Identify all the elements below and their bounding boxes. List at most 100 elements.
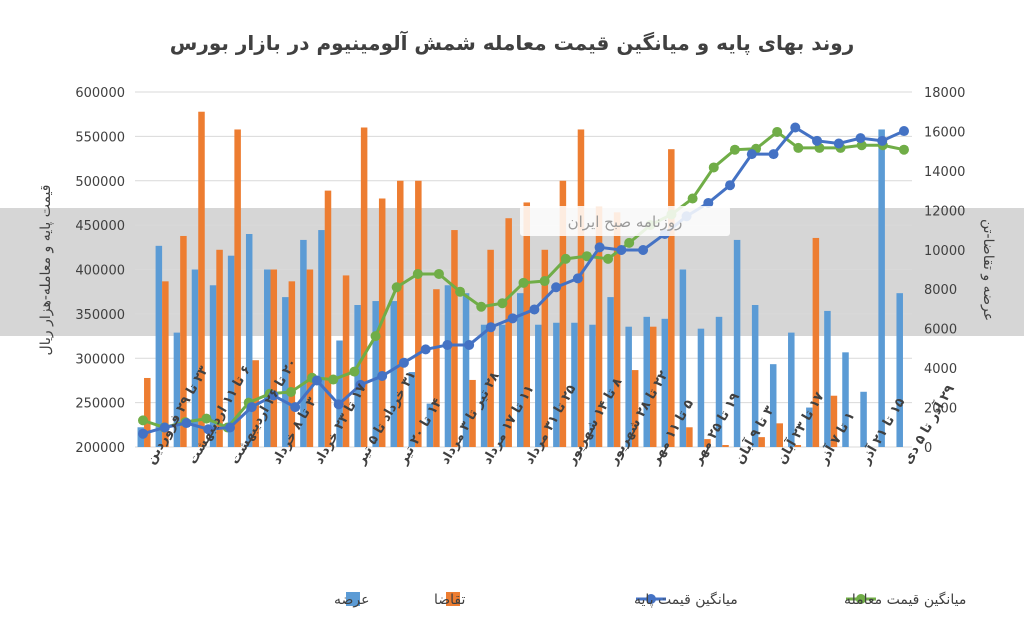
series-point: [687, 193, 698, 204]
series-point: [708, 162, 719, 173]
bar-supply: [553, 322, 560, 447]
series-point: [181, 418, 192, 429]
bar-demand: [469, 379, 476, 447]
series-point: [159, 422, 170, 433]
series-point: [268, 390, 279, 401]
left-tick-label: 400000: [75, 264, 125, 279]
series-point: [551, 282, 562, 293]
series-point: [464, 339, 475, 350]
bar-supply: [155, 245, 163, 447]
series-point: [349, 366, 360, 377]
bar-supply: [806, 407, 813, 447]
bar-supply: [733, 239, 741, 447]
bar-demand: [180, 235, 187, 447]
bar-supply: [535, 324, 542, 447]
bar-supply: [679, 269, 687, 447]
series-point: [899, 144, 909, 155]
bar-demand: [776, 423, 783, 447]
bar-supply: [444, 285, 452, 447]
bar-supply: [878, 129, 885, 447]
series-point: [772, 126, 783, 137]
series-point: [311, 375, 322, 386]
series-point: [328, 374, 339, 385]
legend-swatch: [446, 592, 460, 606]
bar-demand: [794, 445, 802, 447]
bar-supply: [245, 234, 253, 447]
bar-demand: [487, 249, 494, 447]
bar-supply: [300, 239, 307, 447]
right-tick-label: 6000: [924, 323, 957, 338]
left-tick-label: 450000: [75, 219, 125, 234]
bar-supply: [516, 293, 524, 447]
bar-demand: [288, 281, 296, 447]
legend: میانگین قیمت معامله میانگین قیمت پایه تقاض…: [334, 591, 966, 608]
series-point: [377, 371, 388, 381]
series-point: [793, 142, 804, 153]
bar-demand: [812, 237, 820, 447]
bar-demand: [704, 439, 711, 447]
bar-demand: [270, 269, 278, 447]
series-point: [729, 144, 740, 155]
series-point: [138, 428, 148, 439]
bar-demand: [830, 395, 838, 447]
bar-supply: [227, 255, 235, 447]
bar-supply: [824, 310, 831, 447]
legend-swatch-dot: [646, 594, 656, 604]
bar-marks: [137, 111, 903, 447]
chart-title: روند بهای پایه و میانگین قیمت معامله شمش…: [170, 30, 854, 56]
bar-supply: [426, 403, 434, 447]
series-point: [333, 399, 344, 410]
series-point: [201, 413, 212, 424]
series-point: [638, 244, 649, 255]
series-point: [877, 135, 888, 146]
series-point: [485, 322, 496, 333]
series-point: [855, 133, 866, 144]
bar-supply: [282, 297, 289, 447]
right-tick-label: 14000: [924, 165, 965, 180]
bar-supply: [625, 326, 632, 447]
right-tick-label: 2000: [924, 402, 957, 417]
series-point: [833, 138, 844, 149]
bar-demand: [559, 180, 567, 447]
right-tick-label: 18000: [924, 86, 965, 101]
right-axis-label: عرضه و تقاضا-تن: [980, 219, 996, 321]
series-point: [442, 339, 453, 350]
bar-supply: [571, 322, 578, 447]
right-tick-label: 12000: [924, 204, 965, 219]
bar-supply: [191, 269, 199, 447]
bar-supply: [788, 332, 795, 447]
bar-supply: [589, 324, 596, 447]
series-point: [703, 197, 714, 208]
series-point: [581, 251, 592, 262]
bar-demand: [631, 370, 639, 447]
bar-demand: [306, 269, 314, 447]
bar-demand: [523, 202, 531, 447]
right-tick-label: 16000: [924, 125, 965, 140]
bar-demand: [541, 249, 549, 447]
bar-demand: [649, 326, 657, 447]
bar-supply: [336, 340, 343, 447]
bar-supply: [661, 318, 669, 447]
legend-label: میانگین قیمت پایه: [634, 591, 738, 608]
series-point: [203, 424, 214, 435]
series-point: [224, 422, 235, 433]
bar-supply: [462, 293, 470, 447]
legend-label: عرضه: [334, 592, 369, 608]
bar-demand: [451, 230, 458, 447]
bar-supply: [769, 364, 777, 447]
series-point: [290, 402, 301, 413]
series-point: [391, 282, 402, 293]
series-point: [518, 277, 529, 288]
series-point: [507, 313, 518, 324]
bar-supply: [896, 293, 903, 447]
watermark-label: روزنامه صبح ایران: [520, 206, 730, 236]
right-tick-label: 0: [924, 441, 932, 456]
left-tick-label: 600000: [75, 86, 125, 101]
bar-supply: [643, 316, 650, 447]
series-point: [420, 344, 431, 355]
left-tick-label: 350000: [75, 308, 125, 323]
series-point: [746, 149, 757, 160]
series-point: [725, 180, 736, 191]
series-point: [616, 244, 627, 255]
